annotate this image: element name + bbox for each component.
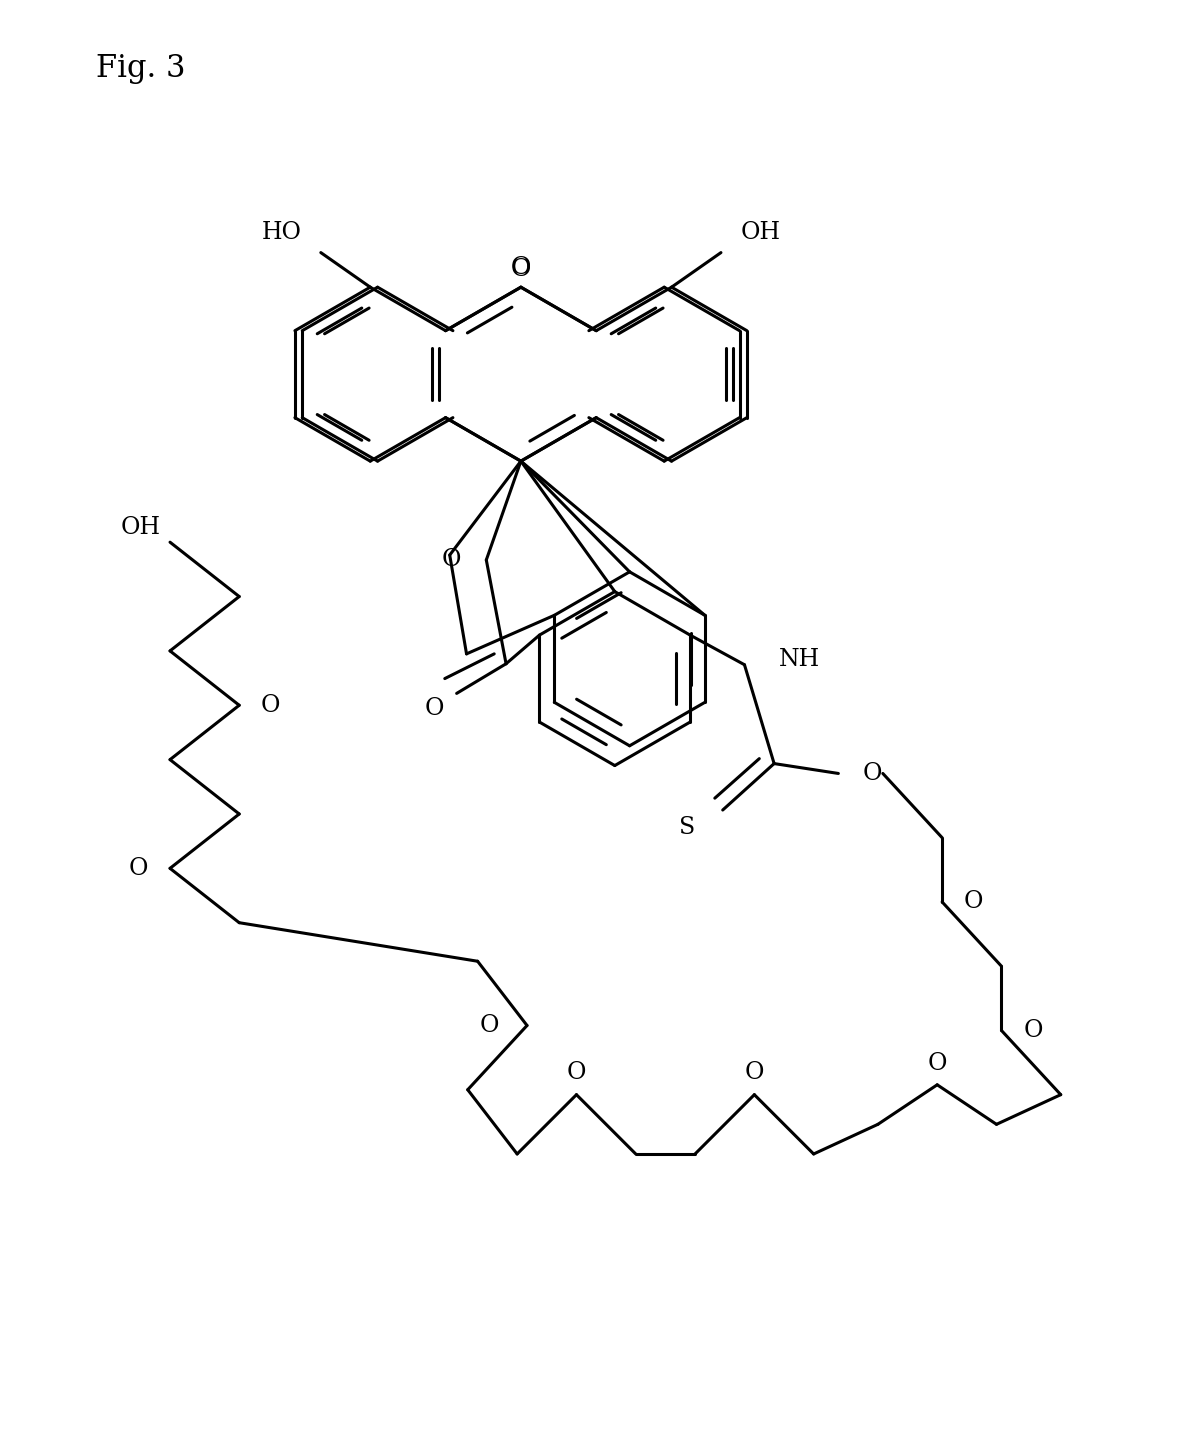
Text: O: O <box>425 697 444 720</box>
Text: Fig. 3: Fig. 3 <box>95 52 185 84</box>
Text: O: O <box>567 1062 586 1084</box>
Text: O: O <box>511 256 531 279</box>
Text: O: O <box>927 1052 947 1075</box>
Text: O: O <box>261 694 280 717</box>
Text: O: O <box>744 1062 764 1084</box>
Text: O: O <box>511 258 531 281</box>
Text: O: O <box>964 890 983 914</box>
Text: O: O <box>1024 1018 1043 1042</box>
Text: NH: NH <box>779 649 820 671</box>
Text: O: O <box>863 762 883 784</box>
Text: OH: OH <box>741 221 780 244</box>
Text: O: O <box>129 857 148 880</box>
Text: S: S <box>679 816 696 840</box>
Text: OH: OH <box>120 517 160 538</box>
Text: HO: HO <box>261 221 302 244</box>
Text: O: O <box>443 549 462 572</box>
Text: O: O <box>480 1014 500 1037</box>
